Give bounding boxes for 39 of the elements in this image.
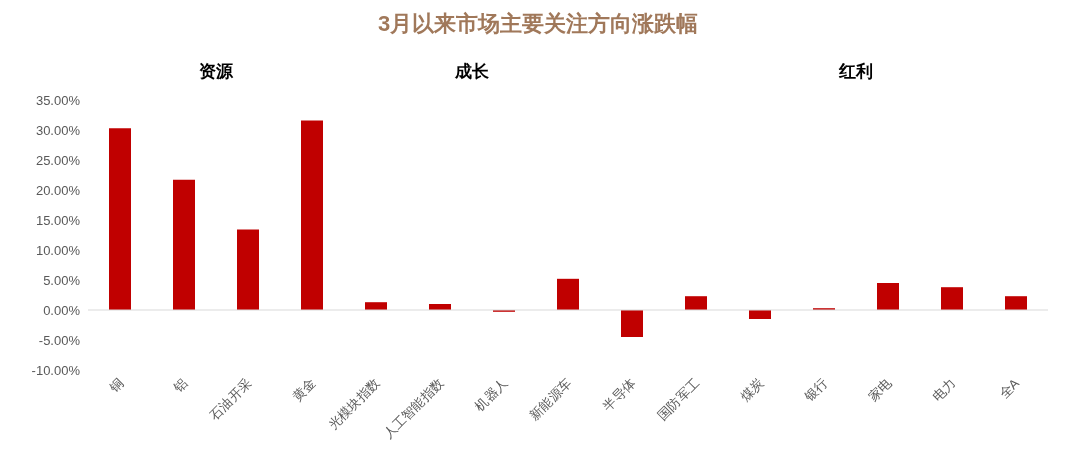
y-tick-label: 35.00%: [35, 92, 81, 108]
bar: [301, 120, 323, 310]
bar: [877, 283, 899, 310]
y-tick-label: 0.00%: [43, 302, 81, 318]
chart-title: 3月以来市场主要关注方向涨跌幅: [376, 10, 700, 38]
y-tick-label: 15.00%: [35, 212, 81, 228]
text: 成长: [454, 61, 490, 83]
y-tick-label: 5.00%: [43, 272, 81, 288]
x-tick-label: 家电: [865, 375, 895, 405]
y-tick-label: -10.00%: [31, 362, 81, 378]
bar: [237, 229, 259, 310]
x-tick-label: 半导体: [599, 375, 639, 414]
x-tick-label: 新能源车: [526, 375, 575, 423]
x-tick-label: 煤炭: [737, 375, 767, 405]
y-tick-label: 25.00%: [35, 152, 81, 168]
x-tick-label: 铝: [169, 375, 191, 397]
bar: [1005, 296, 1027, 310]
x-tick-label: 全A: [996, 375, 1023, 402]
x-tick-label: 铜: [105, 375, 127, 397]
y-tick-label: 30.00%: [35, 122, 81, 138]
x-tick-label: 黄金: [289, 375, 319, 405]
text: 资源: [198, 61, 234, 83]
y-tick-label: 20.00%: [35, 182, 81, 198]
y-tick-label: -5.00%: [38, 332, 81, 348]
text: 红利: [838, 61, 874, 83]
bar: [109, 128, 131, 310]
x-tick-label: 光模块指数: [325, 375, 383, 433]
bar: [685, 296, 707, 310]
x-tick-label: 机器人: [471, 375, 511, 414]
bar: [621, 310, 643, 337]
x-tick-label: 国防军工: [654, 375, 703, 423]
bar: [557, 278, 579, 310]
bar: [941, 287, 963, 310]
x-tick-label: 电力: [929, 375, 959, 405]
bar: [173, 179, 195, 310]
x-tick-label: 人工智能指数: [380, 375, 447, 442]
x-tick-label: 银行: [800, 375, 831, 406]
x-tick-label: 石油开采: [206, 375, 255, 423]
y-tick-label: 10.00%: [35, 242, 81, 258]
